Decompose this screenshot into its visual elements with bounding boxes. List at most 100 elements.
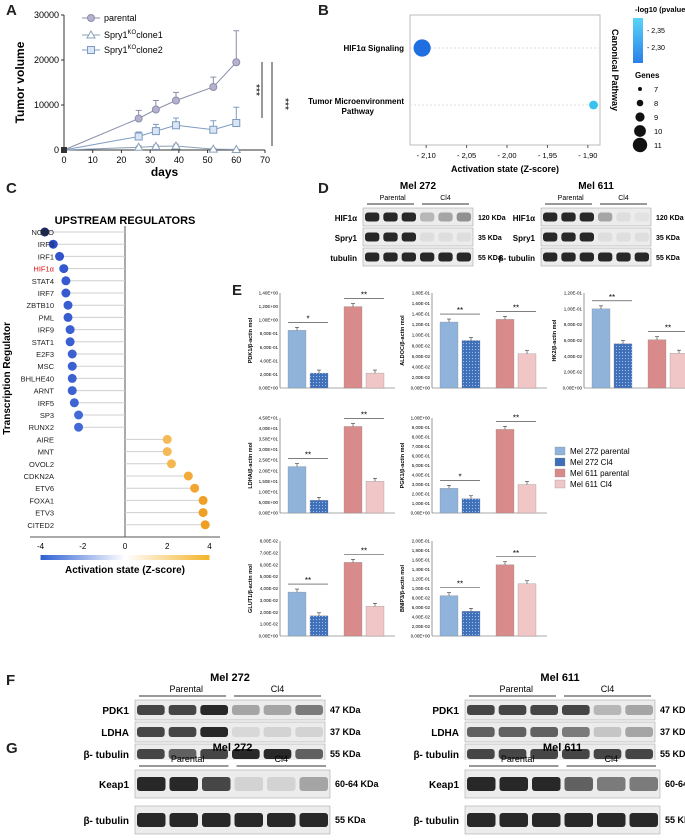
data-point	[231, 144, 242, 154]
blot-band	[625, 727, 653, 737]
blot-band	[532, 777, 561, 791]
kda-label: 55 KDa	[335, 815, 367, 825]
blot-band	[234, 777, 263, 791]
regulator-point	[190, 483, 200, 493]
x-tick-label: 4	[207, 542, 212, 551]
blot-band	[202, 813, 231, 827]
bar	[365, 606, 385, 637]
blot-band	[467, 749, 495, 759]
pathway-point	[589, 100, 598, 110]
panel-label-e: E	[232, 282, 243, 299]
y-tick-label: 0,00E+00	[259, 634, 279, 639]
blot-band	[467, 727, 495, 737]
origin-point	[61, 147, 67, 153]
legend-swatch	[554, 468, 566, 478]
y-tick-label: 6,00E-02	[260, 562, 279, 567]
y-axis-title: Canonical Pathway	[610, 29, 620, 111]
x-axis-title: days	[151, 165, 179, 179]
regulator-point	[67, 349, 77, 359]
blot-membrane	[464, 805, 661, 835]
regulator-label: E2F3	[36, 350, 54, 359]
legend-swatch	[554, 479, 566, 489]
blot-band	[616, 232, 631, 242]
blot-band	[200, 727, 228, 737]
lane-label: Cl4	[601, 684, 615, 694]
regulator-point	[74, 410, 84, 420]
colorbar-tick: - 2,35	[647, 28, 665, 35]
y-axis-title: BNIP3/β-actin mol	[400, 565, 406, 613]
kda-label: 37 KDa	[660, 727, 685, 737]
y-tick-label: 4,00E+01	[259, 426, 279, 431]
y-tick-label: 7,00E-02	[260, 550, 279, 555]
data-point	[232, 119, 241, 127]
y-tick-label: 2,00E-02	[260, 610, 279, 615]
y-tick-label: 1,00E-01	[564, 306, 583, 311]
regulator-label: AIRE	[36, 435, 54, 444]
sig-label: **	[513, 413, 519, 422]
blot-band	[401, 212, 416, 222]
y-tick-label: 4,00E-02	[412, 364, 431, 369]
blot-membrane	[464, 769, 661, 799]
blot-band	[299, 777, 328, 791]
blot-band	[499, 777, 528, 791]
blot-membrane	[362, 247, 474, 267]
regulator-label: BHLHE40	[21, 374, 54, 383]
blot-row-label: Spry1	[335, 234, 358, 243]
blot-band	[562, 705, 590, 715]
blot-band	[543, 212, 558, 222]
y-tick-label: 0,00E+00	[411, 634, 431, 639]
blot-band	[168, 705, 197, 715]
x-axis-title: Activation state (Z-score)	[65, 565, 185, 576]
blot-row-label: β- tubulin	[413, 816, 459, 827]
kda-label: 55 KDa	[660, 749, 685, 759]
regulator-label: ARNT	[34, 387, 55, 396]
data-point	[151, 127, 160, 136]
legend-label: Mel 611 parental	[570, 469, 629, 478]
blot-row-label: Keap1	[99, 780, 129, 791]
kda-label: 55 KDa	[665, 815, 685, 825]
regulator-point	[63, 300, 73, 310]
blot-band	[365, 252, 380, 262]
y-tick-label: 1,00E+01	[259, 489, 279, 494]
lane-label: Parental	[170, 684, 204, 694]
size-legend-dot	[636, 99, 644, 107]
regulator-point	[65, 325, 75, 335]
blot-band	[562, 727, 590, 737]
blot-band	[263, 727, 292, 737]
y-tick-label: 2,00E-02	[412, 624, 431, 629]
blot-band	[634, 232, 649, 242]
blot-band	[232, 727, 260, 737]
blot-row-label: β- tubulin	[330, 254, 357, 263]
kda-label: 37 KDa	[330, 727, 362, 737]
series-line-0	[63, 61, 237, 151]
regulator-point	[63, 312, 73, 322]
size-legend-label: 10	[654, 127, 662, 136]
blot-band	[169, 813, 198, 827]
kda-label: 120 KDa	[478, 215, 506, 222]
blot-band	[456, 212, 471, 222]
legend-swatch	[554, 446, 566, 456]
blot-band	[295, 727, 323, 737]
size-legend-label: 8	[654, 99, 658, 108]
bar	[669, 353, 685, 389]
blot-band	[299, 813, 328, 827]
y-axis-title: PDK1/β-actin mol	[248, 317, 254, 363]
y-tick-label: 6,00E-02	[412, 354, 431, 359]
data-point	[171, 96, 180, 105]
regulator-label: NONO	[32, 228, 55, 237]
category-label: Pathway	[342, 107, 375, 116]
blot-band	[467, 705, 495, 715]
y-tick-label: 6,00E-01	[412, 454, 431, 459]
blot-band	[634, 252, 649, 262]
blot-band	[564, 777, 593, 791]
y-tick-label: 4,00E-01	[412, 473, 431, 478]
lane-label: Cl4	[604, 754, 618, 764]
y-tick-label: 4,00E-02	[564, 354, 583, 359]
sig-label: ***	[250, 84, 261, 96]
y-tick-label: 1,40E-01	[412, 312, 431, 317]
bar	[287, 466, 307, 514]
regulator-label: MSC	[37, 362, 54, 371]
bar-pattern	[462, 611, 480, 636]
western-blot-g: Mel 272 Parental Cl4 Keap1 60-64 KDa β- tubul…	[83, 742, 685, 835]
sig-label: **	[513, 303, 519, 312]
